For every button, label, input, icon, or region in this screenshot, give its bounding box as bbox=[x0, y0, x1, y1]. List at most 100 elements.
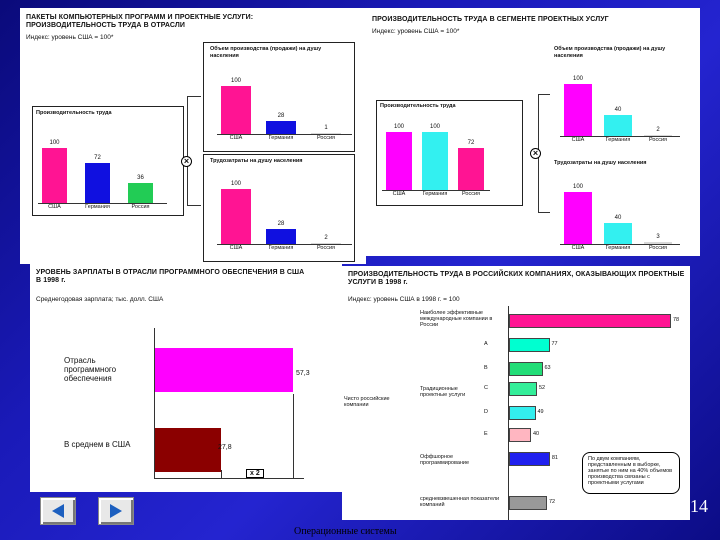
axis-line bbox=[560, 136, 680, 137]
category-label: Германия bbox=[268, 135, 294, 141]
category-label: США bbox=[229, 135, 243, 141]
panel-title: ПАКЕТЫ КОМПЬЮТЕРНЫХ ПРОГРАММ И ПРОЕКТНЫЕ… bbox=[26, 14, 254, 29]
bar-Россия bbox=[128, 183, 153, 203]
axis-line bbox=[560, 244, 680, 245]
bar-США bbox=[42, 148, 67, 203]
bar-value: 3 bbox=[656, 234, 660, 241]
bracket-line bbox=[187, 96, 201, 97]
arrow-left-icon bbox=[52, 504, 64, 518]
company-letter: C bbox=[484, 385, 488, 391]
panel-russian-companies: ПРОИЗВОДИТЕЛЬНОСТЬ ТРУДА В РОССИЙСКИХ КО… bbox=[342, 266, 690, 520]
chart-label: Объем производства (продажи) на душу нас… bbox=[210, 46, 322, 59]
multiply-icon: × bbox=[181, 156, 192, 167]
category-label: Россия bbox=[131, 204, 150, 210]
bar-Россия bbox=[458, 148, 484, 190]
category-label: США bbox=[229, 245, 243, 251]
bar-value: 72 bbox=[467, 140, 475, 147]
category-label: Россия bbox=[648, 137, 668, 143]
bar-Россия bbox=[644, 134, 672, 136]
company-letter: D bbox=[484, 409, 488, 415]
category-label: США bbox=[571, 245, 585, 251]
bar-value: 1 bbox=[324, 125, 328, 131]
bar-value: 72 bbox=[94, 155, 101, 162]
company-bar bbox=[509, 428, 531, 442]
panel-title: УРОВЕНЬ ЗАРПЛАТЫ В ОТРАСЛИ ПРОГРАММНОГО … bbox=[36, 269, 305, 284]
bar-value: 52 bbox=[539, 385, 546, 391]
bar-value: 40 bbox=[614, 107, 622, 114]
bar-США bbox=[564, 192, 592, 244]
axis-line bbox=[154, 328, 155, 478]
footer-title: Операционные системы bbox=[294, 526, 397, 537]
bar-value: 100 bbox=[230, 78, 241, 84]
bar-software bbox=[155, 348, 293, 392]
bar-value: 28 bbox=[277, 112, 285, 119]
panel-salary: УРОВЕНЬ ЗАРПЛАТЫ В ОТРАСЛИ ПРОГРАММНОГО … bbox=[30, 264, 342, 492]
callout-text: По двум компаниям, представленным в выбо… bbox=[588, 456, 673, 486]
bar-value: 100 bbox=[572, 76, 583, 82]
chart-label: Трудозатраты на душу населения bbox=[554, 160, 647, 166]
chart-label: Производительность труда bbox=[36, 110, 112, 116]
company-bar bbox=[509, 406, 536, 420]
company-letter: A bbox=[484, 341, 488, 347]
company-bar bbox=[509, 338, 550, 352]
axis-line bbox=[154, 478, 304, 479]
bar-США bbox=[221, 86, 251, 134]
bar-США bbox=[221, 189, 251, 244]
page-number: 14 bbox=[690, 496, 708, 516]
company-bar bbox=[509, 496, 547, 510]
bar-value: 100 bbox=[393, 124, 404, 130]
panel-subtitle: Индекс: уровень США в 1998 г. = 100 bbox=[348, 296, 460, 303]
bar-value: 100 bbox=[230, 181, 241, 187]
bar-Россия bbox=[311, 133, 341, 134]
panel-title: ПРОИЗВОДИТЕЛЬНОСТЬ ТРУДА В СЕГМЕНТЕ ПРОЕ… bbox=[372, 16, 609, 23]
bracket-line bbox=[221, 470, 222, 478]
group-label: Традиционные проектные услуги bbox=[420, 386, 466, 398]
company-bar bbox=[509, 382, 537, 396]
category-label: Россия bbox=[316, 135, 336, 141]
bar-value: 2 bbox=[324, 234, 328, 241]
company-bar bbox=[509, 452, 550, 466]
top-company-label: Наиболее эффективные международные компа… bbox=[420, 310, 493, 328]
category-label: Германия bbox=[422, 191, 448, 197]
panel-software-productivity: ПАКЕТЫ КОМПЬЮТЕРНЫХ ПРОГРАММ И ПРОЕКТНЫЕ… bbox=[20, 8, 366, 264]
bar-value: 81 bbox=[551, 455, 558, 461]
back-button[interactable] bbox=[40, 497, 76, 525]
bar-value: 36 bbox=[137, 175, 144, 182]
bracket-line bbox=[293, 394, 294, 478]
bar-value: 100 bbox=[572, 184, 583, 190]
bottom-label: средневзвешенная показатели компаний bbox=[420, 496, 500, 508]
bar-value: 28 bbox=[277, 220, 285, 227]
bar-value: 49 bbox=[537, 409, 544, 415]
category-label: Германия bbox=[605, 245, 631, 251]
category-label: Германия bbox=[268, 245, 294, 251]
panel-subtitle: Среднегодовая зарплата; тыс. долл. США bbox=[36, 296, 164, 303]
forward-button[interactable] bbox=[98, 497, 134, 525]
bar-Германия bbox=[266, 228, 296, 244]
axis-line bbox=[382, 190, 490, 191]
multiply-icon: × bbox=[530, 148, 541, 159]
axis-line bbox=[217, 244, 352, 245]
category-label: Германия bbox=[605, 137, 631, 143]
category-label: США bbox=[48, 204, 61, 210]
company-letter: B bbox=[484, 365, 488, 371]
bar-label: Отрасль программного обеспечения bbox=[64, 356, 117, 383]
bracket-line bbox=[538, 212, 550, 213]
category-label: Россия bbox=[461, 191, 481, 197]
panel-subtitle: Индекс: уровень США = 100* bbox=[372, 28, 460, 35]
bar-value: 2 bbox=[656, 126, 660, 133]
panel-project-services: ПРОИЗВОДИТЕЛЬНОСТЬ ТРУДА В СЕГМЕНТЕ ПРОЕ… bbox=[366, 8, 700, 256]
bar-value: 40 bbox=[614, 215, 622, 222]
chart-label: Трудозатраты на душу населения bbox=[210, 158, 303, 164]
category-label: США bbox=[571, 137, 585, 143]
chart-label: Объем производства (продажи) на душу нас… bbox=[554, 46, 666, 59]
bracket-line bbox=[187, 96, 188, 206]
bracket-line bbox=[187, 205, 201, 206]
bar-us-average bbox=[155, 428, 221, 472]
bar-value: 78 bbox=[673, 317, 680, 323]
category-label: Россия bbox=[316, 245, 336, 251]
company-letter: E bbox=[484, 431, 488, 437]
bar-value: 72 bbox=[549, 499, 556, 505]
bar-value: 57,3 bbox=[296, 370, 310, 377]
panel-title: ПРОИЗВОДИТЕЛЬНОСТЬ ТРУДА В РОССИЙСКИХ КО… bbox=[348, 271, 685, 286]
group-label: Оффшорное программирование bbox=[420, 454, 470, 466]
